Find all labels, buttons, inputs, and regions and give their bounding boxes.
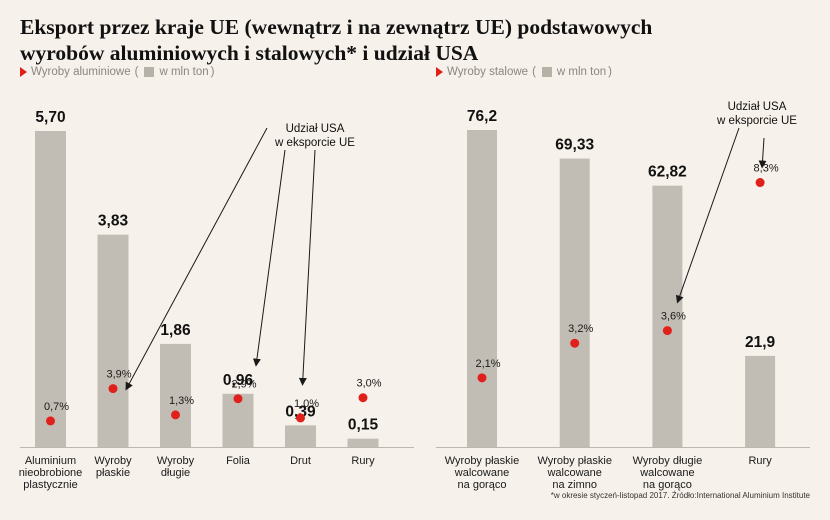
x-tick-label: długie (161, 467, 190, 479)
bar-alu-2 (97, 234, 129, 447)
annotation-arrow (758, 137, 767, 169)
bar-value-label: 0,96 (223, 372, 254, 389)
legend-aluminium: Wyroby aluminiowe ( w mln ton ) (20, 66, 215, 78)
x-tick-label: Wyroby płaskie (537, 455, 611, 467)
legend-aluminium-unit: w mln ton (159, 66, 209, 78)
x-tick-label: nieobrobione (19, 467, 83, 479)
bar-value-label: 21,9 (745, 334, 776, 351)
x-tick-label: Wyroby (94, 455, 132, 467)
bar-alu-5 (285, 425, 316, 447)
x-tick-label: płaskie (96, 467, 130, 479)
us-share-label: 1,3% (169, 395, 194, 407)
bar-value-label: 0,39 (285, 403, 316, 420)
legend-aluminium-swatch (144, 67, 155, 77)
us-share-label: 8,3% (754, 163, 779, 175)
legend-steel-paren-close: ) (608, 66, 612, 78)
legend-steel-label: Wyroby stalowe (447, 66, 529, 78)
us-share-dot-steel-1 (477, 373, 487, 383)
us-share-dot-steel-2 (570, 338, 580, 348)
bar-alu-6 (347, 438, 379, 447)
bar-value-label: 5,70 (35, 109, 65, 126)
annotation-arrow (298, 149, 316, 386)
us-share-dot-alu-6 (358, 393, 368, 403)
bar-alu-3 (160, 343, 191, 447)
annotation-arrow (125, 127, 268, 391)
x-tick-label: walcowane (639, 467, 694, 479)
legend-steel-unit: w mln ton (556, 66, 607, 78)
chart-title-line-1: Eksport przez kraje UE (wewnątrz i na ze… (20, 15, 653, 39)
legend-aluminium-paren-close: ) (210, 66, 215, 78)
us-share-dot-alu-4 (233, 394, 243, 404)
x-tick-label: Rury (748, 455, 772, 467)
x-tick-label: Rury (351, 455, 375, 467)
x-tick-label: na gorąco (458, 479, 507, 491)
chart-title-line-2: wyrobów aluminiowych i stalowych* i udzi… (20, 41, 479, 65)
us-share-dot-alu-3 (171, 410, 180, 420)
bar-value-label: 62,82 (648, 164, 687, 181)
x-tick-label: plastycznie (23, 479, 77, 491)
bar-value-label: 76,2 (467, 108, 497, 125)
us-share-label: 3,0% (356, 378, 381, 390)
x-tick-label: Wyroby długie (633, 455, 703, 467)
us-share-dot-alu-1 (46, 416, 55, 426)
bar-value-label: 0,15 (348, 417, 379, 434)
x-tick-label: Wyroby płaskie (445, 455, 519, 467)
annotation-text: w eksporcie UE (716, 115, 797, 127)
bar-steel-1 (467, 130, 497, 447)
triangle-marker-icon (20, 67, 27, 77)
legend-aluminium-label: Wyroby aluminiowe (31, 66, 131, 78)
legend-aluminium-paren-open: ( (134, 66, 139, 78)
us-share-dot-steel-4 (755, 178, 765, 188)
footnote: *w okresie styczeń-listopad 2017. Źródło… (550, 491, 810, 500)
us-share-label: 3,9% (106, 369, 131, 381)
us-share-dot-alu-5 (296, 413, 305, 423)
x-tick-label: Wyroby (157, 455, 195, 467)
chart-title: Eksport przez kraje UE (wewnątrz i na ze… (20, 14, 810, 66)
annotation-arrow (675, 127, 740, 304)
triangle-marker-icon (436, 67, 443, 77)
x-tick-label: walcowane (454, 467, 509, 479)
bar-steel-2 (559, 158, 590, 447)
legend-steel: Wyroby stalowe ( w mln ton ) (436, 66, 612, 78)
annotation-text: Udział USA (728, 101, 787, 113)
us-share-label: 2,9% (231, 379, 256, 391)
us-share-dot-alu-2 (108, 384, 118, 394)
annotation-text: w eksporcie UE (274, 137, 355, 149)
bar-value-label: 1,86 (160, 322, 191, 339)
x-tick-label: walcowane (546, 467, 601, 479)
bar-alu-1 (35, 131, 66, 447)
us-share-label: 3,2% (568, 323, 593, 335)
x-tick-label: na gorąco (643, 479, 692, 491)
legend-steel-swatch (541, 67, 552, 77)
us-share-label: 1,0% (294, 398, 319, 410)
bar-steel-3 (652, 185, 683, 447)
bar-steel-4 (745, 355, 776, 447)
x-tick-label: Drut (290, 455, 311, 467)
x-tick-label: Folia (226, 455, 251, 467)
us-share-label: 0,7% (44, 401, 69, 413)
x-tick-label: Aluminium (25, 455, 76, 467)
us-share-dot-steel-3 (662, 326, 672, 336)
annotation-arrow (252, 149, 286, 367)
bar-value-label: 3,83 (98, 213, 129, 230)
x-tick-label: na zimno (552, 479, 597, 491)
us-share-label: 3,6% (661, 311, 686, 323)
us-share-label: 2,1% (475, 358, 500, 370)
legend-steel-paren-open: ( (532, 66, 536, 78)
annotation-text: Udział USA (286, 123, 345, 135)
bar-value-label: 69,33 (555, 137, 594, 154)
